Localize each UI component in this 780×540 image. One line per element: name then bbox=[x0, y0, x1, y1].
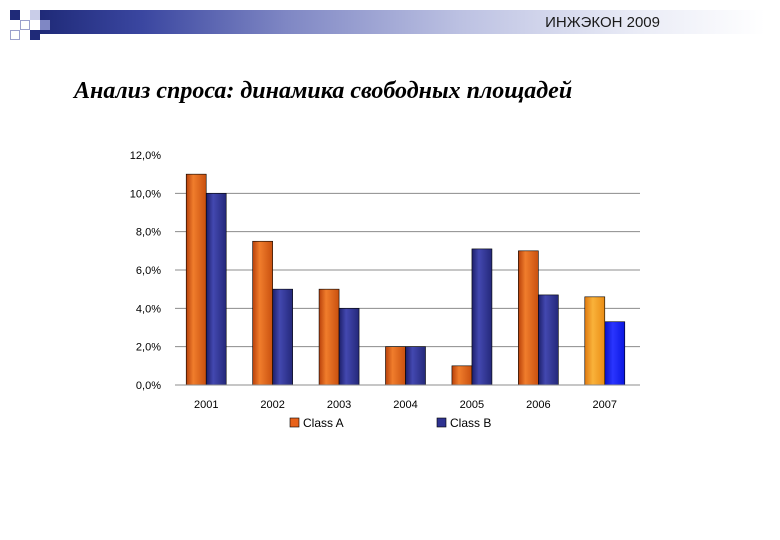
legend: Class A Class B bbox=[289, 416, 491, 430]
bar-class-a-2005 bbox=[451, 365, 473, 386]
bar-class-a-2001 bbox=[185, 173, 207, 386]
x-tick-label: 2002 bbox=[260, 399, 284, 411]
decor-square-filled bbox=[10, 10, 20, 20]
decor-square-outline bbox=[10, 30, 20, 40]
x-tick-label: 2004 bbox=[393, 399, 417, 411]
bar-class-a-2002 bbox=[252, 240, 273, 386]
legend-swatch bbox=[436, 417, 447, 428]
bar-class-b-2003 bbox=[338, 308, 360, 386]
bar-class-b-2006 bbox=[538, 294, 559, 386]
header-gradient-bar bbox=[40, 10, 765, 34]
bar-class-b-2002 bbox=[272, 288, 293, 386]
decor-square-outline bbox=[20, 20, 30, 30]
legend-label: Class A bbox=[303, 416, 344, 430]
slide-title: Анализ спроса: динамика свободных площад… bbox=[74, 78, 573, 104]
bar-class-b-2004 bbox=[405, 346, 426, 386]
x-tick-label: 2007 bbox=[593, 399, 617, 411]
brand-label: ИНЖЭКОН 2009 bbox=[545, 14, 660, 31]
decor-square-filled bbox=[40, 20, 50, 30]
bar-class-b-2007 bbox=[604, 321, 626, 386]
y-tick-label: 8,0% bbox=[136, 227, 161, 239]
y-tick-label: 4,0% bbox=[136, 303, 161, 315]
bar-class-a-2007 bbox=[584, 296, 606, 386]
bars bbox=[185, 173, 626, 386]
legend-swatch bbox=[289, 417, 300, 428]
decor-square-filled bbox=[30, 30, 40, 40]
bar-class-a-2006 bbox=[518, 250, 539, 386]
x-axis-tick-labels: 2001 2002 2003 2004 2005 2006 2007 bbox=[194, 399, 617, 411]
y-tick-label: 0,0% bbox=[136, 380, 161, 392]
y-tick-label: 10,0% bbox=[130, 188, 161, 200]
bar-class-a-2003 bbox=[318, 288, 340, 386]
x-tick-label: 2001 bbox=[194, 399, 218, 411]
y-tick-label: 12,0% bbox=[130, 150, 161, 162]
slide-header: ИНЖЭКОН 2009 bbox=[0, 0, 780, 46]
x-tick-label: 2003 bbox=[327, 399, 351, 411]
gridlines bbox=[175, 192, 640, 348]
bar-class-b-2005 bbox=[471, 248, 493, 386]
y-tick-label: 6,0% bbox=[136, 265, 161, 277]
bar-class-a-2004 bbox=[385, 346, 406, 386]
x-tick-label: 2005 bbox=[460, 399, 484, 411]
y-axis-tick-labels: 0,0% 2,0% 4,0% 6,0% 8,0% 10,0% 12,0% bbox=[130, 150, 161, 392]
legend-label: Class B bbox=[450, 416, 491, 430]
decor-square-filled bbox=[30, 10, 40, 20]
x-tick-label: 2006 bbox=[526, 399, 550, 411]
y-tick-label: 2,0% bbox=[136, 342, 161, 354]
bar-class-b-2001 bbox=[205, 193, 227, 386]
